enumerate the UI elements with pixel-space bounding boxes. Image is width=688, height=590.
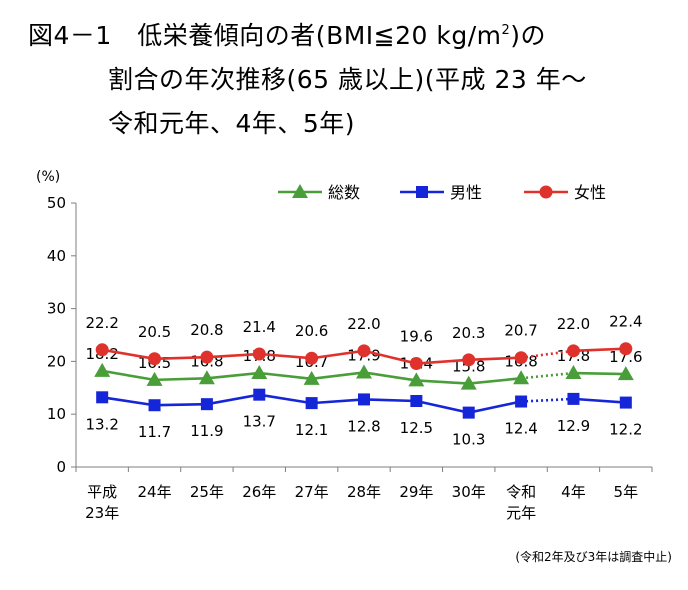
data-label: 22.0 (347, 315, 380, 333)
legend-marker-square (416, 186, 428, 198)
data-point-square (96, 391, 109, 404)
legend-label: 女性 (574, 183, 606, 202)
data-point-circle (148, 352, 162, 366)
data-point-triangle (460, 375, 477, 390)
data-label: 13.2 (85, 415, 118, 433)
data-point-triangle (146, 371, 163, 386)
data-label: 12.5 (400, 419, 433, 437)
data-point-square (462, 406, 475, 419)
data-point-triangle (356, 364, 372, 379)
data-point-triangle (408, 372, 425, 387)
data-label: 20.6 (295, 322, 328, 340)
data-label: 12.4 (504, 420, 537, 438)
data-point-circle (252, 347, 266, 361)
data-point-circle (566, 344, 580, 358)
data-label: 22.0 (557, 315, 590, 333)
series-gap-connector (520, 371, 574, 380)
data-label: 22.4 (609, 313, 642, 331)
data-point-triangle (513, 370, 530, 385)
legend-label: 男性 (450, 183, 482, 202)
x-tick-label: 元年 (506, 504, 536, 522)
data-point-triangle (198, 370, 215, 385)
data-label: 12.2 (609, 421, 642, 439)
legend-marker-circle (539, 185, 553, 199)
data-point-circle (95, 343, 109, 357)
x-tick-label: 26年 (242, 483, 276, 501)
data-label: 15.8 (452, 358, 485, 376)
title-line-2: 割合の年次推移(65 歳以上)(平成 23 年～ (108, 65, 587, 94)
data-label: 12.8 (347, 417, 380, 435)
data-point-triangle (565, 365, 582, 380)
data-point-triangle (251, 365, 268, 380)
data-label: 19.6 (400, 328, 433, 346)
data-point-circle (357, 344, 371, 358)
series-line-1-recent (573, 397, 626, 404)
data-point-circle (619, 342, 633, 356)
title-line-1: 図4－1 低栄養傾向の者(BMI≦20 kg/m2)の (28, 14, 678, 58)
x-tick-label: 令和 (506, 483, 536, 501)
data-label: 20.5 (138, 323, 171, 341)
x-tick-label: 25年 (190, 483, 224, 501)
data-label: 11.7 (138, 423, 171, 441)
data-point-square (567, 392, 580, 405)
data-label: 20.8 (190, 321, 223, 339)
x-tick-label: 29年 (399, 483, 433, 501)
data-label: 10.3 (452, 431, 485, 449)
x-tick-label: 4年 (561, 483, 586, 501)
x-tick-label: 24年 (137, 483, 171, 501)
data-label: 22.2 (85, 314, 118, 332)
data-point-square (410, 395, 423, 407)
x-tick-label: 27年 (295, 483, 329, 501)
data-label: 21.4 (243, 318, 276, 336)
y-axis-unit: (%) (36, 169, 60, 185)
data-label: 20.7 (504, 322, 537, 340)
data-point-triangle (94, 362, 111, 377)
data-point-square (148, 399, 161, 412)
data-point-triangle (617, 366, 634, 381)
data-label: 20.3 (452, 324, 485, 342)
data-label: 11.9 (190, 422, 223, 440)
data-point-circle (409, 357, 423, 371)
legend-label: 総数 (328, 183, 360, 202)
footnote: (令和2年及び3年は調査中止) (515, 550, 672, 564)
data-label: 12.1 (295, 421, 328, 439)
data-point-circle (305, 351, 319, 365)
x-tick-label: 28年 (347, 483, 381, 501)
data-point-circle (462, 353, 476, 367)
data-point-square (358, 393, 370, 406)
data-point-square (619, 396, 632, 409)
data-point-circle (514, 351, 528, 365)
data-point-square (253, 388, 266, 401)
data-point-square (515, 395, 528, 408)
title-line-3: 令和元年、4年、5年) (108, 109, 356, 138)
y-tick-label: 30 (47, 300, 66, 318)
data-label: 17.6 (609, 348, 642, 366)
chart-title: 図4－1 低栄養傾向の者(BMI≦20 kg/m2)の 割合の年次推移(65 歳… (28, 14, 678, 146)
x-tick-label: 30年 (452, 483, 486, 501)
title-line-1-end: )の (510, 21, 547, 50)
y-tick-label: 10 (47, 405, 66, 423)
x-tick-label: 平成 (87, 483, 117, 501)
y-tick-label: 50 (47, 194, 66, 212)
series-line-0-recent (573, 371, 626, 376)
legend-marker-triangle (292, 184, 308, 198)
series-line-2-recent (573, 347, 626, 353)
y-tick-label: 0 (56, 458, 66, 476)
x-tick-label: 23年 (85, 504, 119, 522)
y-tick-label: 20 (47, 352, 66, 370)
data-label: 13.7 (243, 413, 276, 431)
x-tick-label: 5年 (614, 483, 639, 501)
data-label: 12.9 (557, 417, 590, 435)
data-point-triangle (303, 370, 320, 385)
data-point-square (305, 397, 318, 410)
title-superscript: 2 (501, 23, 511, 38)
data-point-circle (200, 350, 214, 364)
y-tick-label: 40 (47, 247, 66, 265)
title-line-1-main: 図4－1 低栄養傾向の者(BMI≦20 kg/m (28, 21, 502, 50)
series-gap-connector (520, 349, 574, 359)
series-gap-connector (521, 397, 574, 403)
data-point-square (200, 398, 213, 411)
